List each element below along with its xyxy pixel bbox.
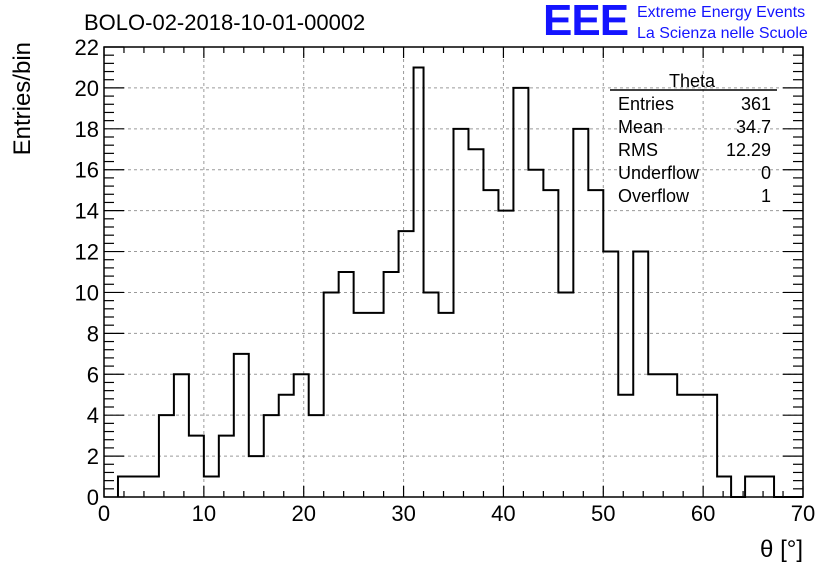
y-tick-label: 22 (75, 35, 99, 60)
stats-label-rms: RMS (618, 140, 658, 160)
eee-logo: EEE (543, 0, 629, 45)
x-tick-labels: 0 10 20 30 40 50 60 70 (98, 501, 815, 526)
x-tick-label: 50 (591, 501, 615, 526)
stats-value-mean: 34.7 (736, 117, 771, 137)
x-tick-label: 10 (192, 501, 216, 526)
y-tick-label: 6 (87, 362, 99, 387)
stats-value-entries: 361 (741, 94, 771, 114)
y-tick-label: 4 (87, 403, 99, 428)
stats-value-rms: 12.29 (726, 140, 771, 160)
plot-frame (103, 46, 804, 498)
stats-box: Theta Entries 361 Mean 34.7 RMS 12.29 Un… (610, 71, 777, 206)
y-tick-labels: 0 2 4 6 8 10 12 14 16 18 20 22 (75, 35, 99, 510)
y-tick-label: 8 (87, 321, 99, 346)
stats-label-entries: Entries (618, 94, 674, 114)
axis-ticks (103, 46, 804, 498)
y-tick-label: 18 (75, 117, 99, 142)
x-tick-label: 60 (691, 501, 715, 526)
stats-value-underflow: 0 (761, 163, 771, 183)
y-tick-label: 2 (87, 444, 99, 469)
x-axis-label: θ [°] (760, 536, 803, 563)
stats-label-mean: Mean (618, 117, 663, 137)
x-tick-label: 70 (791, 501, 815, 526)
x-tick-label: 0 (98, 501, 110, 526)
x-tick-label: 20 (291, 501, 315, 526)
stats-label-underflow: Underflow (618, 163, 700, 183)
y-tick-label: 0 (87, 485, 99, 510)
y-tick-label: 20 (75, 76, 99, 101)
stats-value-overflow: 1 (761, 186, 771, 206)
stats-title: Theta (669, 71, 716, 91)
y-tick-label: 12 (75, 240, 99, 265)
y-tick-label: 16 (75, 158, 99, 183)
plot-frame-rect (103, 46, 804, 498)
x-tick-label: 40 (491, 501, 515, 526)
y-tick-label: 14 (75, 199, 99, 224)
logo-subtitle-2: La Scienza nelle Scuole (637, 25, 808, 42)
y-tick-label: 10 (75, 280, 99, 305)
logo-subtitle-1: Extreme Energy Events (637, 4, 806, 21)
x-tick-label: 30 (391, 501, 415, 526)
stats-label-overflow: Overflow (618, 186, 690, 206)
plot-title: BOLO-02-2018-10-01-00002 (84, 10, 366, 35)
histogram-series (116, 66, 803, 498)
y-axis-label: Entries/bin (9, 42, 36, 155)
